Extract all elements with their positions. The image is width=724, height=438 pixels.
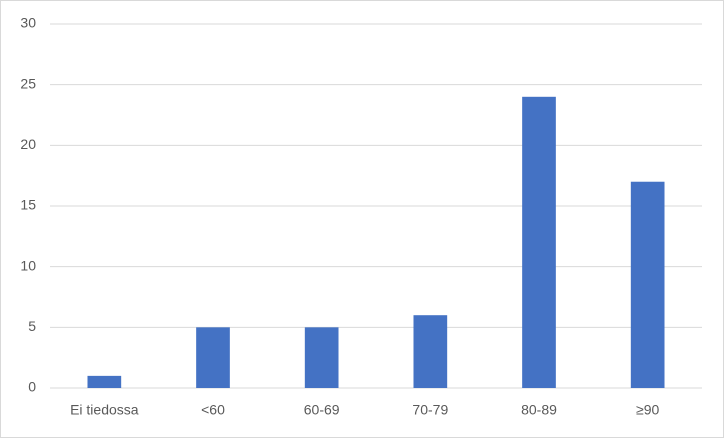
x-tick-label: 80-89 bbox=[521, 402, 557, 418]
y-tick-label: 5 bbox=[28, 318, 36, 334]
x-tick-label: 70-79 bbox=[412, 402, 448, 418]
y-tick-label: 25 bbox=[20, 75, 36, 91]
y-tick-label: 10 bbox=[20, 257, 36, 273]
x-tick-label: Ei tiedossa bbox=[70, 402, 139, 418]
bar bbox=[522, 96, 556, 389]
bar bbox=[304, 327, 339, 388]
y-tick-label: 20 bbox=[20, 136, 36, 152]
x-tick-label: ≥90 bbox=[636, 402, 659, 418]
bar bbox=[87, 375, 122, 388]
bar bbox=[196, 327, 230, 388]
x-tick-label: <60 bbox=[201, 402, 225, 418]
y-tick-label: 30 bbox=[20, 15, 36, 31]
bar bbox=[630, 181, 665, 388]
y-tick-label: 0 bbox=[28, 379, 36, 395]
y-tick-label: 15 bbox=[20, 197, 36, 213]
x-tick-label: 60-69 bbox=[304, 402, 340, 418]
bar bbox=[413, 315, 448, 388]
